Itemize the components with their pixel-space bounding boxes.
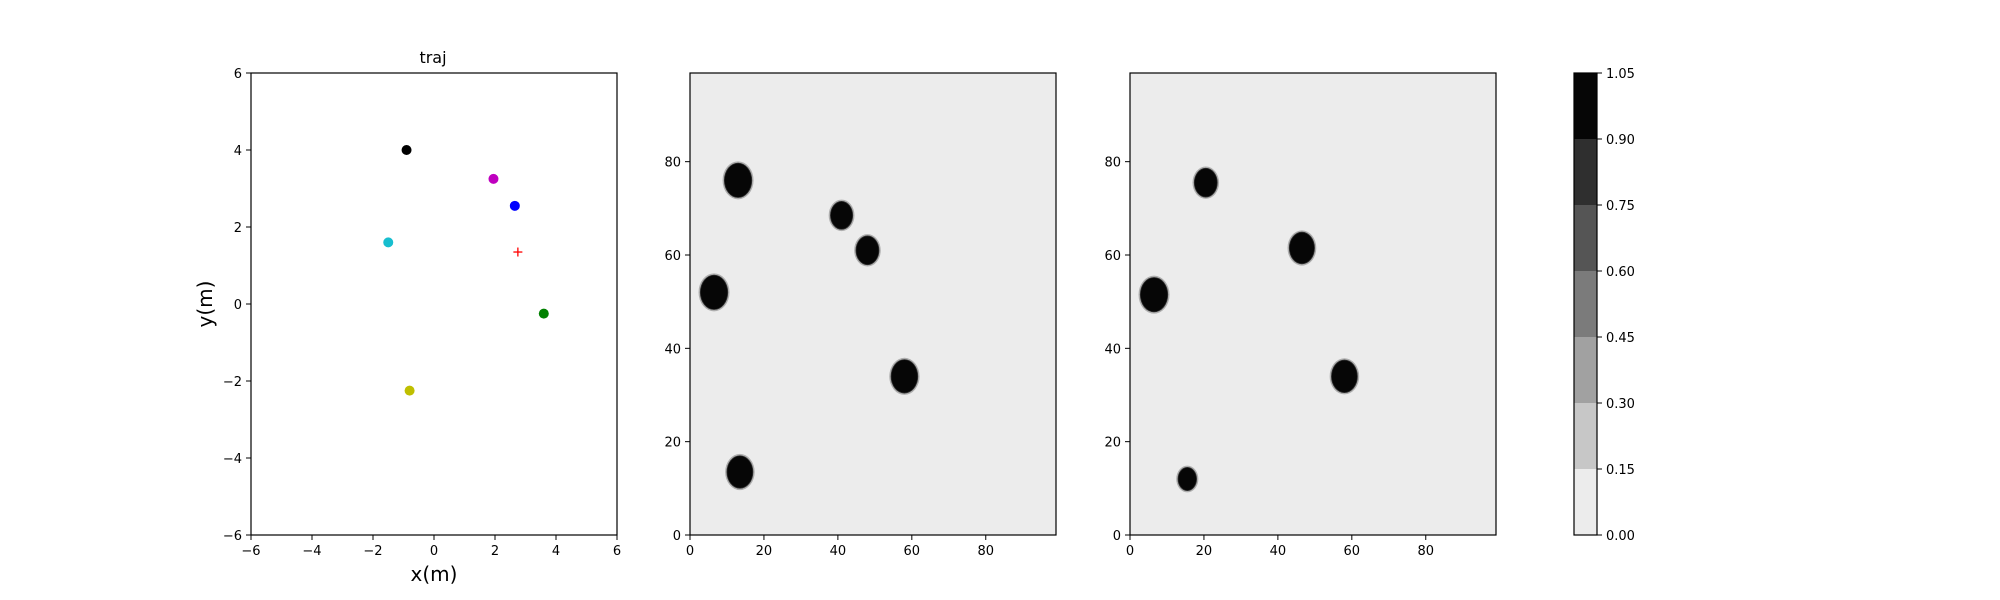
agent-point	[401, 145, 412, 155]
colorbar-tick-label: 0.45	[1606, 331, 1635, 346]
colorbar-tick-label: 0.15	[1606, 463, 1635, 478]
traj-xtick-label: −2	[363, 544, 382, 559]
agent-point	[509, 200, 520, 211]
heatmap-1-obstacle-blob	[828, 199, 855, 232]
agent-point	[488, 173, 499, 184]
colorbar-frame	[1573, 72, 1598, 536]
heatmap-2-xtick-label: 20	[1196, 544, 1213, 559]
heatmap-1-xtick-label: 40	[830, 544, 847, 559]
traj-xtick-label: 2	[491, 544, 499, 559]
traj-ytick-label: −6	[223, 529, 242, 544]
heatmap-panel-1: 0 20 40 60 80 0 20 40 60 80	[664, 72, 1057, 559]
traj-title: traj	[419, 48, 446, 67]
heatmap-1-ytick-label: 20	[664, 436, 681, 451]
heatmap-1-obstacle-blob	[722, 161, 754, 200]
x-axis-label: x(m)	[411, 562, 458, 586]
heatmap-2-background	[1130, 73, 1496, 535]
colorbar-band	[1574, 469, 1597, 535]
heatmap-2-obstacle-blob	[1138, 275, 1170, 314]
colorbar: 0.00 0.15 0.30 0.45 0.60 0.75 0.90 1.05	[1573, 67, 1635, 544]
heatmap-2-xtick-label: 60	[1344, 544, 1361, 559]
traj-plot-area	[251, 73, 617, 535]
colorbar-band	[1574, 73, 1597, 139]
heatmap-2-obstacle-blob	[1176, 465, 1199, 493]
heatmap-2-obstacle-blob	[1192, 166, 1220, 199]
traj-scatter-panel: traj −6 −4 −2 0 2 4 6 −6 −4 −2 0 2 4 6 x(m) y(m)	[193, 48, 621, 586]
heatmap-panel-2: 0 20 40 60 80 0 20 40 60 80	[1104, 72, 1497, 559]
traj-ytick-label: −4	[223, 452, 242, 467]
colorbar-tick-label: 0.30	[1606, 397, 1635, 412]
agent-point	[383, 237, 394, 248]
heatmap-1-ytick-label: 60	[664, 249, 681, 264]
colorbar-tick-label: 0.90	[1606, 133, 1635, 148]
traj-xtick-label: −6	[241, 544, 260, 559]
heatmap-1-xtick-label: 0	[686, 544, 694, 559]
traj-xtick-label: 4	[552, 544, 560, 559]
heatmap-1-frame	[689, 72, 1057, 536]
heatmap-2-xtick-label: 80	[1417, 544, 1434, 559]
traj-xtick-label: 0	[430, 544, 438, 559]
colorbar-tick-label: 0.60	[1606, 265, 1635, 280]
heatmap-1-xtick-label: 60	[904, 544, 921, 559]
heatmap-2-ytick-label: 40	[1104, 342, 1121, 357]
traj-ytick-label: 6	[234, 67, 242, 82]
heatmap-1-xtick-label: 80	[977, 544, 994, 559]
heatmap-2-ytick-label: 20	[1104, 436, 1121, 451]
colorbar-tick-label: 0.00	[1606, 529, 1635, 544]
traj-axes-frame	[250, 72, 618, 536]
heatmap-1-ytick-label: 40	[664, 342, 681, 357]
colorbar-band	[1574, 271, 1597, 337]
heatmap-2-ytick-label: 80	[1104, 156, 1121, 171]
heatmap-2-obstacle-blob	[1287, 230, 1317, 266]
traj-ytick-label: 4	[234, 144, 242, 159]
traj-ytick-label: 2	[234, 221, 242, 236]
heatmap-2-xtick-label: 0	[1126, 544, 1134, 559]
traj-xtick-label: 6	[613, 544, 621, 559]
heatmap-1-obstacle-blob	[698, 273, 730, 312]
heatmap-1-obstacle-blob	[889, 357, 920, 395]
traj-ytick-label: −2	[223, 375, 242, 390]
heatmap-1-obstacle-blob	[854, 234, 881, 267]
heatmap-2-ytick-label: 60	[1104, 249, 1121, 264]
traj-ytick-label: 0	[234, 298, 242, 313]
colorbar-band	[1574, 337, 1597, 403]
y-axis-label: y(m)	[193, 281, 217, 328]
heatmap-1-obstacle-blob	[725, 453, 755, 491]
colorbar-band	[1574, 205, 1597, 271]
heatmap-1-background	[690, 73, 1056, 535]
traj-xtick-label: −4	[302, 544, 321, 559]
heatmap-1-ytick-label: 80	[664, 156, 681, 171]
heatmap-1-ytick-label: 0	[673, 529, 681, 544]
goal-plus-marker	[513, 247, 523, 257]
colorbar-tick-label: 1.05	[1606, 67, 1635, 82]
heatmap-2-frame	[1129, 72, 1497, 536]
colorbar-band	[1574, 403, 1597, 469]
heatmap-2-ytick-label: 0	[1113, 529, 1121, 544]
heatmap-2-xtick-label: 40	[1270, 544, 1287, 559]
heatmap-1-xtick-label: 20	[756, 544, 773, 559]
agent-point	[538, 308, 549, 319]
colorbar-tick-label: 0.75	[1606, 199, 1635, 214]
agent-point	[404, 385, 415, 396]
heatmap-2-obstacle-blob	[1329, 358, 1360, 395]
colorbar-band	[1574, 139, 1597, 205]
